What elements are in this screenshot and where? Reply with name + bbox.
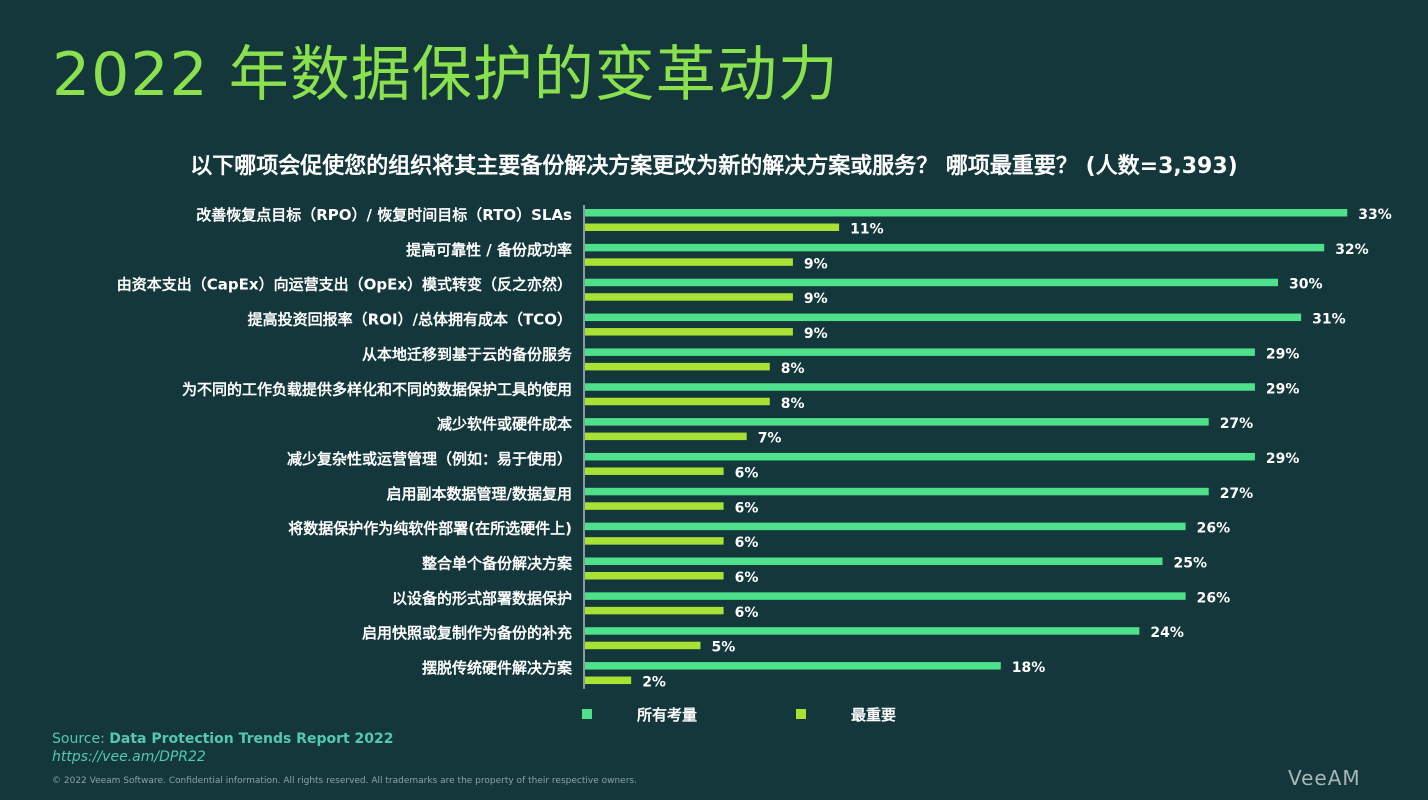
category-label: 从本地迁移到基于云的备份服务 xyxy=(362,345,573,363)
page-title: 2022 年数据保护的变革动力 xyxy=(52,40,839,110)
data-label-most-important: 6% xyxy=(735,500,759,516)
data-label-all: 18% xyxy=(1012,660,1046,676)
bar-most-important xyxy=(585,676,632,685)
data-label-all: 29% xyxy=(1266,381,1300,397)
bar-all xyxy=(585,452,1255,461)
data-label-all: 31% xyxy=(1312,312,1346,328)
category-label: 提高投资回报率（ROI）/总体拥有成本（TCO） xyxy=(248,311,572,329)
data-label-most-important: 7% xyxy=(758,431,782,447)
data-label-all: 33% xyxy=(1358,207,1392,223)
veeam-logo: VeeAM xyxy=(1288,766,1361,790)
data-label-all: 26% xyxy=(1197,590,1231,606)
source-url: https://vee.am/DPR22 xyxy=(52,749,206,765)
category-label: 摆脱传统硬件解决方案 xyxy=(422,659,573,677)
data-label-most-important: 9% xyxy=(804,326,828,342)
data-label-all: 32% xyxy=(1335,242,1369,258)
data-label-all: 26% xyxy=(1197,521,1231,537)
bar-most-important xyxy=(585,223,840,231)
bar-most-important xyxy=(585,432,747,441)
bar-all xyxy=(585,418,1209,426)
data-label-most-important: 6% xyxy=(735,605,759,621)
category-label: 启用快照或复制作为备份的补充 xyxy=(362,624,572,642)
category-label: 启用副本数据管理/数据复用 xyxy=(387,485,572,503)
data-label-all: 25% xyxy=(1174,556,1208,572)
category-label: 整合单个备份解决方案 xyxy=(422,555,573,573)
category-label: 将数据保护作为纯软件部署(在所选硬件上) xyxy=(288,520,572,538)
data-label-all: 29% xyxy=(1266,346,1300,362)
legend-swatch-all xyxy=(582,709,592,719)
data-label-all: 27% xyxy=(1220,416,1254,432)
bar-most-important xyxy=(585,467,724,475)
bar-all xyxy=(585,662,1001,670)
legend-item-most-important: 最重要 xyxy=(796,704,896,724)
legend-label-all: 所有考量 xyxy=(637,705,698,724)
bar-all xyxy=(585,522,1186,531)
data-label-most-important: 8% xyxy=(781,361,805,377)
category-label: 提高可靠性 / 备份成功率 xyxy=(406,241,572,259)
bar-most-important xyxy=(585,537,724,545)
bar-most-important xyxy=(585,258,793,266)
source-label: Source: xyxy=(52,731,105,747)
data-label-most-important: 2% xyxy=(642,675,666,691)
bar-all xyxy=(585,313,1302,322)
data-label-most-important: 6% xyxy=(735,535,759,551)
bar-most-important xyxy=(585,328,793,336)
bar-all xyxy=(585,209,1348,217)
data-label-most-important: 9% xyxy=(804,291,828,307)
bar-all xyxy=(585,557,1163,565)
data-label-all: 24% xyxy=(1150,625,1184,641)
bar-most-important xyxy=(585,572,724,580)
bar-most-important xyxy=(585,606,724,615)
chart-question: 以下哪项会促使您的组织将其主要备份解决方案更改为新的解决方案或服务？ 哪项最重要… xyxy=(190,154,1238,179)
bar-most-important xyxy=(585,397,770,406)
bar-all xyxy=(585,627,1140,635)
bar-all xyxy=(585,592,1186,600)
legend-swatch-most-important xyxy=(796,709,806,719)
category-label: 为不同的工作负载提供多样化和不同的数据保护工具的使用 xyxy=(182,380,572,398)
data-label-most-important: 6% xyxy=(735,465,759,481)
source-line: Source: Data Protection Trends Report 20… xyxy=(52,731,394,747)
bar-most-important xyxy=(585,293,793,301)
category-label: 减少复杂性或运营管理（例如：易于使用） xyxy=(287,450,572,468)
legend-item-all: 所有考量 xyxy=(582,704,697,724)
copyright-notice: © 2022 Veeam Software. Confidential info… xyxy=(52,776,637,786)
category-label: 改善恢复点目标（RPO）/ 恢复时间目标（RTO）SLAs xyxy=(196,206,572,224)
category-label: 以设备的形式部署数据保护 xyxy=(392,589,572,607)
bar-all xyxy=(585,278,1278,287)
data-label-most-important: 9% xyxy=(804,256,828,272)
data-label-all: 27% xyxy=(1220,486,1254,502)
category-label: 减少软件或硬件成本 xyxy=(437,415,572,433)
data-label-all: 29% xyxy=(1266,451,1300,467)
data-label-most-important: 6% xyxy=(735,570,759,586)
bar-all xyxy=(585,487,1209,496)
bar-all xyxy=(585,243,1325,252)
bar-most-important xyxy=(585,502,724,510)
category-label: 由资本支出（CapEx）向运营支出（OpEx）模式转变（反之亦然） xyxy=(117,276,572,294)
bar-all xyxy=(585,383,1255,391)
data-label-all: 30% xyxy=(1289,277,1323,293)
data-label-most-important: 11% xyxy=(850,222,884,238)
source-title: Data Protection Trends Report 2022 xyxy=(109,731,394,747)
data-label-most-important: 8% xyxy=(781,396,805,412)
data-label-most-important: 5% xyxy=(712,640,736,656)
bar-most-important xyxy=(585,362,770,371)
legend-label-most-important: 最重要 xyxy=(851,705,897,724)
bar-most-important xyxy=(585,641,701,650)
bar-all xyxy=(585,348,1255,356)
